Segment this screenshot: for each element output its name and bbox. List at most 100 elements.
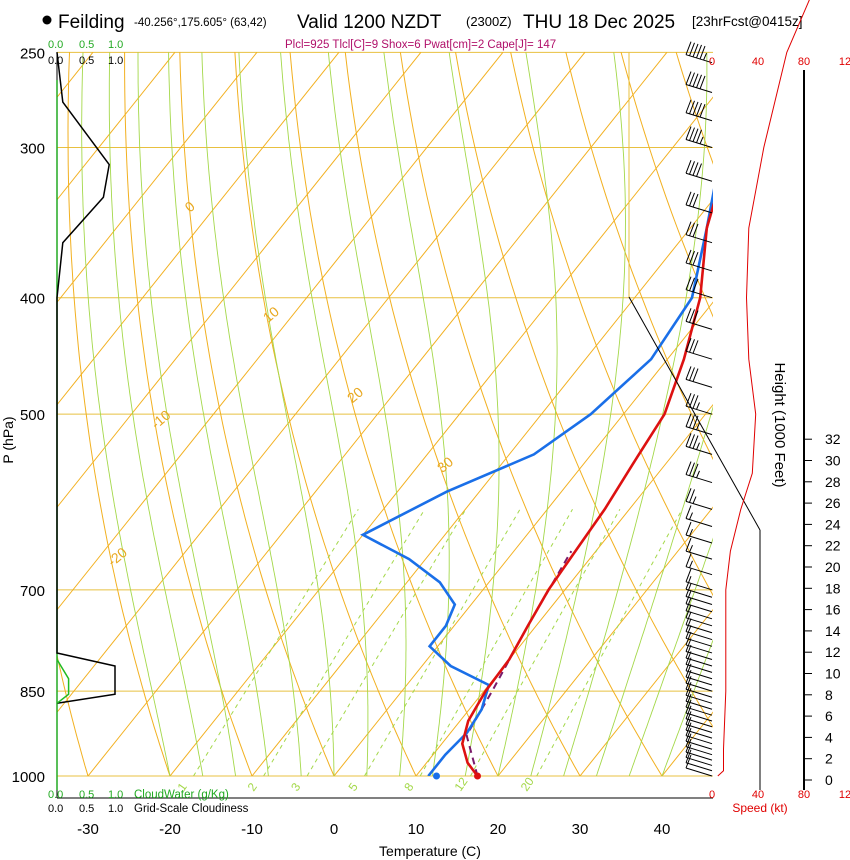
mixing-ratio-line: [470, 509, 621, 776]
temperature-tick-label: -10: [241, 821, 263, 838]
dry-adiabat-label: 0: [182, 198, 198, 215]
moist-adiabat-line: [81, 52, 171, 776]
mixing-ratio-line: [306, 509, 467, 776]
wind-barb-feather: [685, 308, 692, 322]
wind-barb-feather: [699, 45, 706, 60]
temperature-tick-label: 30: [572, 821, 589, 838]
wind-barb-staff: [685, 657, 713, 667]
isotherm-line: [57, 52, 340, 406]
moist-adiabat-line: [238, 52, 335, 776]
wind-barb-half-feather: [689, 545, 693, 553]
cloud-bottom-black-2: 1.0: [108, 803, 123, 815]
height-tick-label: 12: [825, 644, 841, 660]
station-dot-icon: [42, 15, 52, 25]
height-tick-label: 22: [825, 538, 841, 554]
mixing-ratio-label: 5: [346, 780, 361, 794]
utc-time: (2300Z): [466, 14, 512, 29]
isotherm-line: [333, 301, 713, 776]
wind-barb-staff: [685, 517, 713, 527]
wind-barb-staff: [685, 405, 713, 415]
wind-barb-staff: [685, 706, 713, 716]
wind-barb: [685, 537, 713, 560]
wind-barb-feather: [685, 488, 692, 502]
wind-barb-staff: [685, 751, 713, 761]
dry-adiabat-label: 30: [434, 453, 456, 475]
wind-barb-feather: [685, 738, 692, 753]
wind-barb: [685, 722, 713, 745]
wind-barb-feather: [689, 462, 695, 476]
wind-barb-feather: [685, 638, 692, 652]
wind-barb-half-feather: [696, 470, 700, 479]
cloudiness-label: Grid-Scale Cloudiness: [134, 803, 249, 815]
pressure-tick-labels: 250 300 400 500 700 850 1000: [12, 45, 45, 786]
mixing-ratio-line: [419, 509, 573, 776]
mixing-ratio-labels: 1 2 3 5 8 12 20: [175, 774, 537, 793]
wind-barb-feather: [692, 43, 699, 58]
wind-barb-half-feather: [689, 528, 693, 537]
wind-barb: [685, 728, 713, 750]
temperature-tick-labels: -30 -20 -10 0 10 20 30 40: [77, 821, 670, 838]
wind-barb-feather: [685, 657, 692, 671]
wind-barb-staff: [685, 610, 713, 620]
wind-barb-staff: [685, 474, 713, 484]
wind-barb-staff: [685, 139, 713, 149]
moist-adiabat-line: [201, 52, 302, 776]
wind-barb: [685, 366, 713, 388]
wind-barb-staff: [685, 746, 713, 756]
cloud-bottom-black-1: 0.5: [79, 803, 94, 815]
isotherm-line: [57, 52, 258, 304]
wind-barb-feather: [692, 251, 699, 266]
isotherm-line: [57, 52, 176, 201]
dry-adiabat-line: [620, 52, 713, 318]
mixing-ratio-label: 3: [288, 780, 303, 794]
wind-barb-feather: [685, 337, 692, 352]
wind-barb-feather: [689, 339, 695, 353]
wind-barb-staff: [685, 762, 713, 772]
wind-barb-feather: [692, 395, 699, 409]
moist-adiabat-line: [280, 52, 369, 776]
mixing-ratio-label: 8: [401, 780, 416, 794]
isotherm-line: [57, 52, 586, 714]
isotherm-line: [87, 52, 668, 776]
wind-barb-staff: [685, 663, 713, 673]
wind-speed-line: [717, 0, 810, 777]
mixing-ratio-line: [364, 509, 521, 776]
dry-adiabat-line: [289, 52, 499, 776]
wind-barb-staff: [685, 445, 713, 455]
params-line: Plcl=925 Tlcl[C]=9 Shox=6 Pwat[cm]=2 Cap…: [285, 39, 556, 51]
wind-barb-staff: [685, 289, 713, 299]
wind-barb-staff: [685, 500, 713, 510]
cloud-top-black-2: 1.0: [108, 55, 123, 67]
wind-barb-feather: [685, 631, 692, 646]
wind-barb-staff: [685, 320, 713, 330]
wind-barb-feather: [692, 223, 699, 238]
wind-barb: [685, 71, 713, 94]
wind-barb-staff: [685, 718, 713, 728]
height-tick-label: 2: [825, 751, 833, 767]
dewpoint-line: [360, 188, 713, 776]
wind-barb: [685, 744, 713, 766]
wind-barb: [685, 41, 713, 64]
parcel-line: [465, 550, 573, 776]
dry-adiabat-line: [779, 31, 850, 802]
speed-top-1: 40: [752, 56, 764, 68]
cloud-top-black-1: 0.5: [79, 55, 94, 67]
wind-barb: [685, 754, 713, 777]
moist-adiabat-line: [628, 537, 713, 776]
wind-barb-staff: [685, 566, 713, 576]
wind-panel-diagonal: [628, 296, 761, 531]
wind-barb-staff: [685, 84, 713, 94]
wind-barb-staff: [685, 756, 713, 766]
wind-barb-feather: [692, 162, 699, 176]
wind-barb-feather: [689, 100, 695, 115]
wind-barb-feather: [696, 74, 702, 89]
isotherm-line: [169, 96, 713, 776]
height-tick-label: 30: [825, 453, 841, 469]
wind-barb-feather: [685, 754, 692, 769]
wind-barb-feather: [689, 414, 695, 428]
wind-barb-feather: [689, 192, 695, 207]
isotherm-line: [251, 198, 713, 776]
dry-adiabat-line: [510, 52, 713, 597]
wind-barb-feather: [689, 222, 695, 236]
wind-barb-staff: [685, 729, 713, 739]
